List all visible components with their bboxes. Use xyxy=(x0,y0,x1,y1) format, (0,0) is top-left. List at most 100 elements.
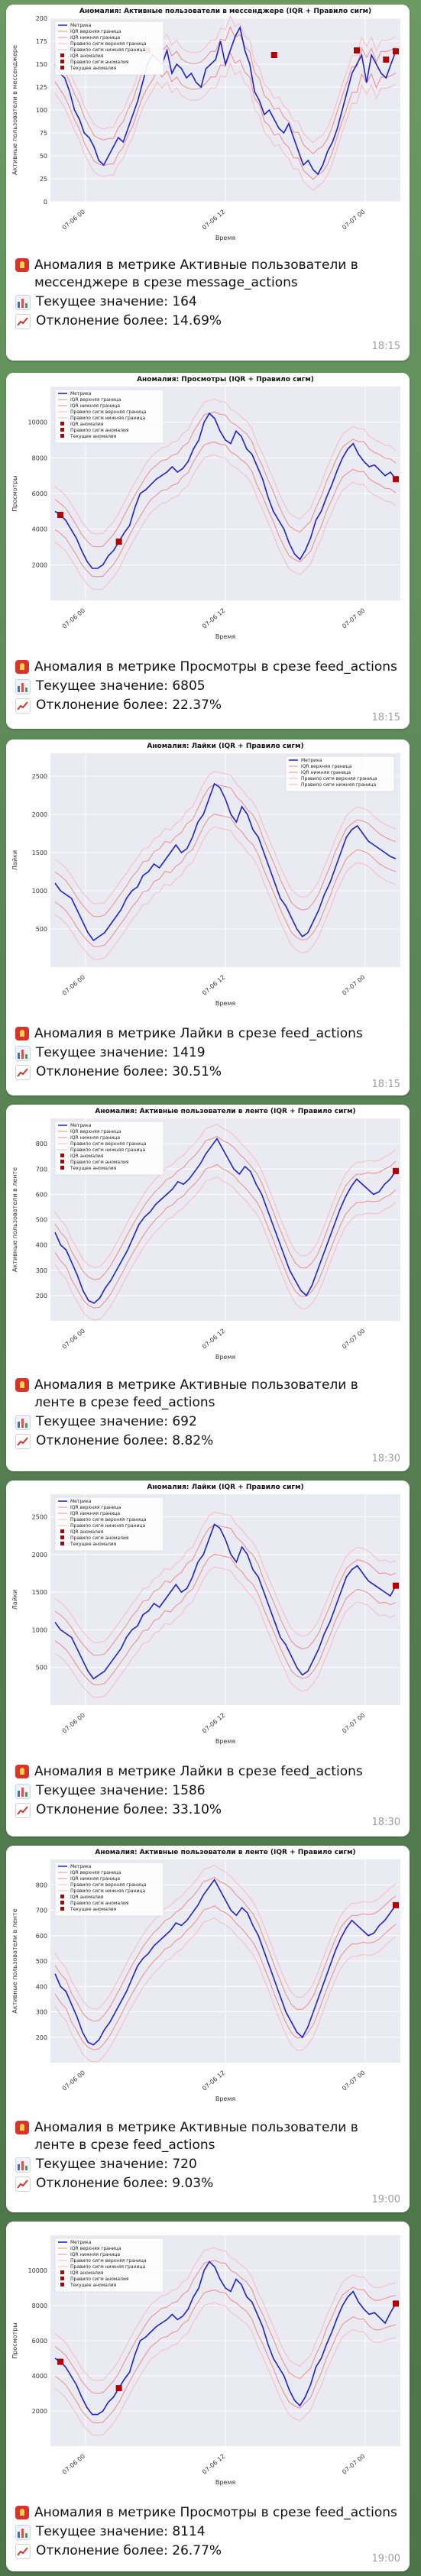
deviation-value: 8.82% xyxy=(172,1433,214,1448)
x-tick-label: 07-06 00 xyxy=(61,1712,86,1735)
current-value: 1586 xyxy=(172,1783,206,1798)
legend-label: Правило сигм верхняя граница xyxy=(70,1882,147,1888)
x-tick-label: 07-06 00 xyxy=(61,2070,86,2092)
y-tick-label: 1500 xyxy=(32,1589,47,1596)
message-bubble[interactable]: 500 1000 1500 2000 2500 07-06 00 07-06 12 07-07… xyxy=(6,739,410,1095)
legend-swatch xyxy=(60,1160,64,1163)
chart-image[interactable]: 200 300 400 500 600 700 800 07-06 00 07-06 12 07-… xyxy=(6,1846,410,2110)
y-tick-label: 700 xyxy=(36,1166,47,1173)
x-tick-label: 07-07 00 xyxy=(341,2070,366,2092)
sigma-upper-line xyxy=(54,2247,397,2381)
legend-label: Текущее аномалия xyxy=(70,1907,117,1912)
anomaly-point xyxy=(393,476,399,483)
y-tick-label: 1500 xyxy=(32,849,47,856)
y-tick-label: 10000 xyxy=(28,419,47,426)
message-bubble[interactable]: 0 25 50 75 100 125 150 175 200 07-06 00 07-06 12 07… xyxy=(6,5,410,361)
bar-chart-icon xyxy=(15,295,31,310)
bar-chart-icon xyxy=(15,1784,31,1799)
legend-label: IQR нижняя граница xyxy=(70,2252,120,2257)
legend-box xyxy=(285,756,395,792)
iqr-lower-line xyxy=(54,814,397,947)
legend-label: Метрика xyxy=(70,2240,92,2245)
message-bubble[interactable]: 200 300 400 500 600 700 800 07-06 00 07-06 12 07-… xyxy=(6,1105,410,1471)
y-tick-label: 0 xyxy=(44,199,47,205)
bar-chart-icon xyxy=(15,1046,31,1061)
siren-icon xyxy=(15,1378,29,1392)
legend-label: Правило сигм нижняя граница xyxy=(70,1147,145,1153)
anomaly-point xyxy=(57,2358,63,2365)
y-tick-label: 1000 xyxy=(32,1626,47,1633)
chart-image[interactable]: 500 1000 1500 2000 2500 07-06 00 07-06 12 07-07… xyxy=(6,1481,410,1752)
chart-image[interactable]: 2000 4000 6000 8000 10000 07-06 00 07-06 12 07-… xyxy=(6,2222,410,2493)
deviation-line: Отклонение более: 22.37% xyxy=(15,697,400,714)
legend-label: IQR нижняя граница xyxy=(70,1511,120,1516)
iqr-upper-line xyxy=(54,1876,397,2022)
message-bubble[interactable]: 2000 4000 6000 8000 10000 07-06 00 07-06 12 07-… xyxy=(6,2222,410,2571)
deviation-value: 14.69% xyxy=(172,313,222,328)
message-bubble[interactable]: 200 300 400 500 600 700 800 07-06 00 07-06 12 07-… xyxy=(6,1846,410,2212)
trend-chart-icon xyxy=(15,314,31,329)
chart-image[interactable]: 2000 4000 6000 8000 10000 07-06 00 07-06 12 07-… xyxy=(6,373,410,648)
y-tick-label: 700 xyxy=(36,1908,47,1914)
y-tick-label: 100 xyxy=(36,107,47,114)
legend-label: Метрика xyxy=(70,1499,92,1504)
sigma-upper-line xyxy=(54,1123,397,1268)
x-tick-label: 07-07 00 xyxy=(341,1328,366,1351)
current-label: Текущее значение: xyxy=(36,294,168,309)
legend-label: Правило сигм верхняя граница xyxy=(70,1141,147,1147)
x-tick-label: 07-06 12 xyxy=(201,209,226,231)
legend-swatch xyxy=(60,2277,64,2280)
deviation-line: Отклонение более: 26.77% xyxy=(15,2542,400,2560)
x-tick-label: 07-07 00 xyxy=(341,209,366,231)
legend-swatch xyxy=(60,1536,64,1539)
legend-label: Правило сигм аномалия xyxy=(70,1160,129,1165)
x-axis-label: Время xyxy=(215,235,236,241)
bar-chart-icon xyxy=(15,679,31,694)
legend-label: IQR нижняя граница xyxy=(301,770,351,775)
legend-label: IQR верхняя граница xyxy=(70,29,121,34)
trend-chart-icon xyxy=(15,1434,31,1449)
message-caption: Аномалия в метрике Просмотры в срезе fee… xyxy=(15,2504,400,2561)
y-axis-label: Активные пользователи в ленте xyxy=(11,1167,18,1272)
y-tick-label: 6000 xyxy=(32,2338,47,2345)
y-tick-label: 500 xyxy=(36,1665,47,1671)
legend-label: IQR аномалия xyxy=(70,2270,104,2276)
sigma-upper-line xyxy=(54,771,397,905)
message-bubble[interactable]: 2000 4000 6000 8000 10000 07-06 00 07-06 12 07-… xyxy=(6,373,410,729)
legend-label: IQR нижняя граница xyxy=(70,403,120,409)
message-time: 18:15 xyxy=(371,712,400,723)
y-tick-label: 2000 xyxy=(32,561,47,568)
siren-icon xyxy=(15,258,29,272)
anomaly-text: Аномалия в метрике Лайки в срезе feed_ac… xyxy=(34,1026,363,1041)
chart-image[interactable]: 0 25 50 75 100 125 150 175 200 07-06 00 07-06 12 07… xyxy=(6,5,410,249)
legend-swatch xyxy=(60,1542,64,1545)
chart-image[interactable]: 500 1000 1500 2000 2500 07-06 00 07-06 12 07-07… xyxy=(6,739,410,1015)
y-axis-label: Просмотры xyxy=(11,2322,18,2358)
current-label: Текущее значение: xyxy=(36,2157,168,2172)
legend-swatch xyxy=(60,1907,64,1911)
sigma-lower-line xyxy=(54,62,397,191)
anomaly-chart: 2000 4000 6000 8000 10000 07-06 00 07-06 12 07-… xyxy=(11,376,400,640)
current-value-line: Текущее значение: 692 xyxy=(15,1413,400,1431)
legend-label: Метрика xyxy=(70,23,92,28)
legend-label: Правило сигм аномалия xyxy=(70,428,129,433)
anomaly-point xyxy=(383,57,390,63)
legend-label: IQR верхняя граница xyxy=(70,1870,121,1875)
legend-swatch xyxy=(60,1895,64,1898)
chart-image[interactable]: 200 300 400 500 600 700 800 07-06 00 07-06 12 07-… xyxy=(6,1105,410,1368)
anomaly-point xyxy=(393,1167,399,1174)
legend-label: Правило сигм верхняя граница xyxy=(70,2258,147,2264)
legend-label: Правило сигм нижняя граница xyxy=(70,2264,145,2270)
message-bubble[interactable]: 500 1000 1500 2000 2500 07-06 00 07-06 12 07-07… xyxy=(6,1481,410,1837)
chart-title: Аномалия: Просмотры (IQR + Правило сигм) xyxy=(137,376,314,383)
iqr-lower-line xyxy=(54,1163,397,1309)
anomaly-chart: 200 300 400 500 600 700 800 07-06 00 07-06 12 07-… xyxy=(11,1849,400,2102)
siren-icon xyxy=(15,2121,29,2134)
legend-swatch xyxy=(60,1901,64,1904)
metric-line xyxy=(54,2260,397,2416)
metric-line xyxy=(54,412,397,569)
chart-title: Аномалия: Активные пользователи в мессен… xyxy=(79,8,371,15)
y-tick-label: 8000 xyxy=(32,455,47,461)
